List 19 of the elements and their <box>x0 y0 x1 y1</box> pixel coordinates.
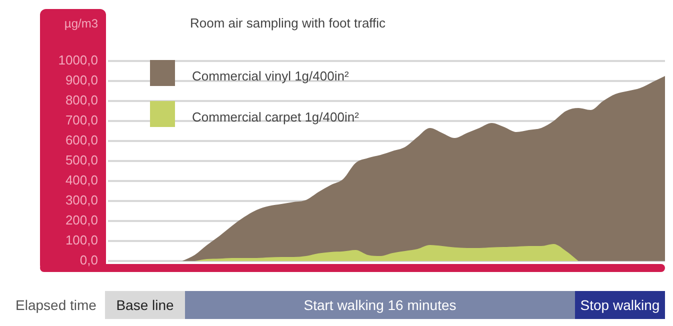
legend-label: Commercial carpet 1g/400in² <box>192 110 360 125</box>
text: Base line <box>105 291 185 319</box>
text: Elapsed time <box>14 296 98 315</box>
y-tick-label: 900,0 <box>65 72 98 88</box>
y-axis-title: µg/m3 <box>64 16 98 30</box>
y-tick-label: 800,0 <box>65 92 98 108</box>
y-tick-label: 300,0 <box>65 192 98 208</box>
chart-title: Room air sampling with foot traffic <box>190 16 386 31</box>
legend-label: Commercial vinyl 1g/400in² <box>192 68 350 84</box>
y-tick-label: 600,0 <box>65 132 98 148</box>
y-tick-label: 1000,0 <box>58 52 98 68</box>
text: Start walking 16 minutes <box>185 291 575 319</box>
y-tick-label: 700,0 <box>65 112 98 128</box>
y-tick-label: 100,0 <box>65 232 98 248</box>
y-tick-label: 500,0 <box>65 152 98 168</box>
text: Stop walking <box>575 291 665 319</box>
y-tick-label: 400,0 <box>65 172 98 188</box>
y-tick-label: 200,0 <box>65 212 98 228</box>
y-tick-label: 0,0 <box>80 252 98 268</box>
